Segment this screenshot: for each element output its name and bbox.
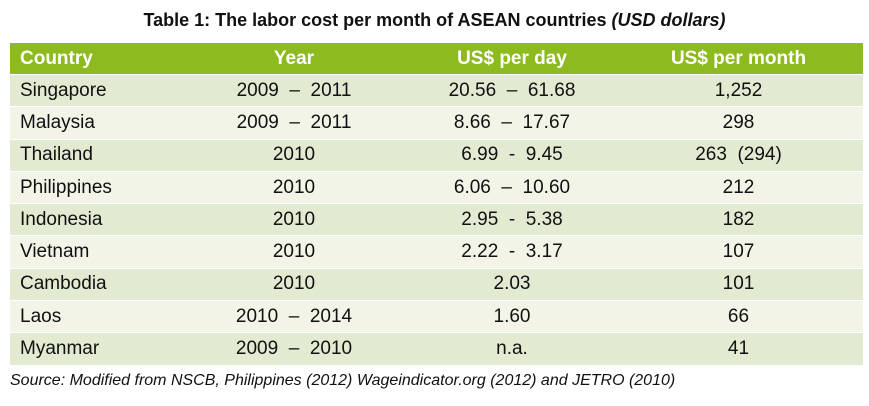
table-row: Cambodia 2010 2.03 101 [10,267,863,301]
table-cell: 66 [614,300,863,333]
table-cell: 2009 – 2011 [178,73,410,107]
table-cell: 212 [614,170,863,204]
table-row: Philippines 2010 6.06 – 10.60 212 [10,170,863,204]
table-cell: 2010 – 2014 [178,300,410,333]
table-cell: 263 (294) [614,138,863,172]
table-cell: 182 [614,203,863,236]
table-row: Indonesia 2010 2.95 - 5.38 182 [10,203,863,236]
table-cell: 41 [614,332,863,365]
table-row: Singapore 2009 – 2011 20.56 – 61.68 1,252 [10,73,863,107]
table-row: Vietnam 2010 2.22 - 3.17 107 [10,235,863,269]
table-cell: Singapore [10,73,178,107]
header-cell: US$ per day [410,43,614,75]
table-cell: 2.95 - 5.38 [410,203,614,236]
table-cell: 8.66 – 17.67 [410,106,614,140]
table-cell: n.a. [410,332,614,365]
title-text: Table 1: The labor cost per month of ASE… [143,10,607,30]
table-cell: 6.99 - 9.45 [410,138,614,172]
table-cell: 2010 [178,170,410,204]
table-cell: 2.03 [410,267,614,301]
table-cell: Myanmar [10,332,178,365]
table-cell: 101 [614,267,863,301]
header-row: Country Year US$ per day US$ per month [10,43,863,75]
table-cell: 2010 [178,203,410,236]
table-cell: Laos [10,300,178,333]
table-cell: Cambodia [10,267,178,301]
table-cell: Philippines [10,170,178,204]
table-cell: 2009 – 2010 [178,332,410,365]
table-cell: 2.22 - 3.17 [410,235,614,269]
table-cell: 1,252 [614,73,863,107]
table-cell: 20.56 – 61.68 [410,73,614,107]
header-cell: Year [178,43,410,75]
header-cell: US$ per month [614,43,863,75]
table-cell: 6.06 – 10.60 [410,170,614,204]
source-note: Source: Modified from NSCB, Philippines … [10,372,676,389]
table-row: Myanmar 2009 – 2010 n.a. 41 [10,332,863,365]
header-cell: Country [10,43,178,75]
table-cell: 2010 [178,138,410,172]
table-row: Thailand 2010 6.99 - 9.45 263 (294) [10,138,863,172]
table-row: Laos 2010 – 2014 1.60 66 [10,300,863,333]
table-cell: 298 [614,106,863,140]
table-body: Singapore 2009 – 2011 20.56 – 61.68 1,252 Ma… [10,73,863,365]
table-title: Table 1: The labor cost per month of ASE… [0,10,869,31]
table-row: Malaysia 2009 – 2011 8.66 – 17.67 298 [10,106,863,140]
table-cell: Malaysia [10,106,178,140]
table-cell: Thailand [10,138,178,172]
table-cell: Indonesia [10,203,178,236]
table-cell: Vietnam [10,235,178,269]
table-cell: 1.60 [410,300,614,333]
table: Country Year US$ per day US$ per month Sing… [10,43,863,365]
title-unit: (USD dollars) [611,10,726,30]
table-cell: 2010 [178,235,410,269]
table-cell: 107 [614,235,863,269]
table-cell: 2009 – 2011 [178,106,410,140]
table-cell: 2010 [178,267,410,301]
